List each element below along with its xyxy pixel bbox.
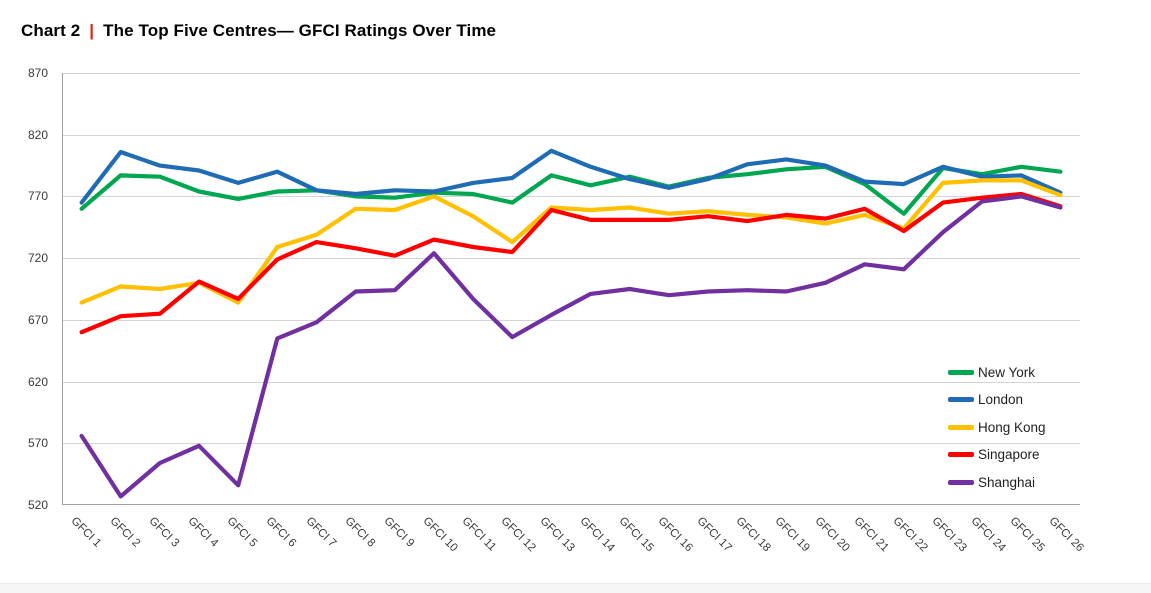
chart-number-label: Chart 2 [21, 21, 81, 40]
y-axis-tick-label: 520 [27, 498, 48, 512]
x-axis-tick-label: GFCI 18 [733, 515, 773, 555]
y-axis-tick-label: 770 [27, 189, 48, 204]
x-axis-tick-label: GFCI 8 [342, 515, 377, 550]
x-axis-tick-label: GFCI 25 [1007, 515, 1048, 555]
y-axis-tick-label: 670 [27, 312, 48, 327]
series-line-singapore [79, 191, 1063, 335]
legend-swatch-new-york [948, 369, 974, 375]
title-separator: | [89, 21, 95, 40]
legend-label: Shanghai [978, 474, 1036, 490]
x-axis-tick-label: GFCI 16 [655, 515, 695, 555]
x-axis-tick-label: GFCI 13 [537, 515, 578, 555]
y-axis-tick-label: 870 [27, 66, 48, 80]
legend-item-new-york: New York [948, 361, 1035, 383]
legend-swatch-singapore [948, 452, 974, 457]
legend-item-london: London [948, 389, 1023, 411]
legend-label: Singapore [978, 447, 1040, 462]
x-axis-tick-label: GFCI 3 [146, 515, 182, 550]
x-axis-tick-label: GFCI 9 [381, 515, 417, 550]
legend-label: Hong Kong [978, 419, 1046, 435]
series-line-new-york [79, 164, 1063, 216]
x-axis-tick-label: GFCI 11 [459, 515, 499, 554]
legend-label: London [978, 392, 1024, 407]
x-axis-tick-label: GFCI 10 [420, 515, 460, 555]
x-axis-tick-label: GFCI 21 [851, 515, 891, 555]
x-axis-tick-label: GFCI 4 [185, 515, 221, 550]
x-axis-tick-label: GFCI 24 [968, 515, 1008, 555]
x-axis-tick-label: GFCI 12 [498, 515, 539, 555]
legend-item-hong-kong: Hong Kong [948, 416, 1046, 438]
x-axis-tick-label: GFCI 22 [890, 515, 930, 555]
x-axis-tick-label: GFCI 6 [263, 515, 299, 550]
y-axis-tick-label: 570 [27, 436, 48, 451]
y-axis-tick-label: 720 [27, 251, 48, 266]
series-line-shanghai [79, 194, 1063, 499]
legend-item-singapore: Singapore [948, 444, 1040, 466]
legend-swatch-shanghai [948, 479, 974, 485]
x-axis-tick-label: GFCI 19 [772, 515, 813, 555]
x-axis-tick-label: GFCI 7 [303, 515, 338, 550]
y-axis-tick-label: 620 [27, 374, 48, 389]
x-axis-tick-label: GFCI 20 [812, 515, 852, 555]
legend-swatch-london [948, 397, 974, 402]
legend-label: New York [978, 364, 1036, 380]
legend-swatch-hong-kong [948, 424, 974, 430]
x-axis-tick-label: GFCI 14 [577, 515, 617, 555]
x-axis-tick-label: GFCI 23 [929, 515, 969, 555]
x-axis-tick-label: GFCI 26 [1046, 515, 1087, 555]
bottom-band [0, 583, 1151, 593]
y-axis-tick-label: 820 [27, 127, 48, 142]
x-axis-tick-label: GFCI 1 [68, 515, 103, 550]
x-axis-tick-label: GFCI 2 [107, 515, 142, 550]
plot-area [62, 73, 1080, 505]
x-axis-tick-label: GFCI 15 [616, 515, 656, 555]
chart-legend: New York London Hong Kong Singapore Shanghai [948, 361, 1128, 501]
x-axis-tick-label: GFCI 5 [224, 515, 260, 550]
legend-item-shanghai: Shanghai [948, 471, 1035, 493]
chart-title-row: Chart 2 | The Top Five Centres— GFCI Ratin… [21, 21, 496, 41]
series-line-london [79, 148, 1063, 205]
chart-title: The Top Five Centres— GFCI Ratings Over … [103, 21, 497, 40]
x-axis-tick-label: GFCI 17 [694, 515, 734, 555]
